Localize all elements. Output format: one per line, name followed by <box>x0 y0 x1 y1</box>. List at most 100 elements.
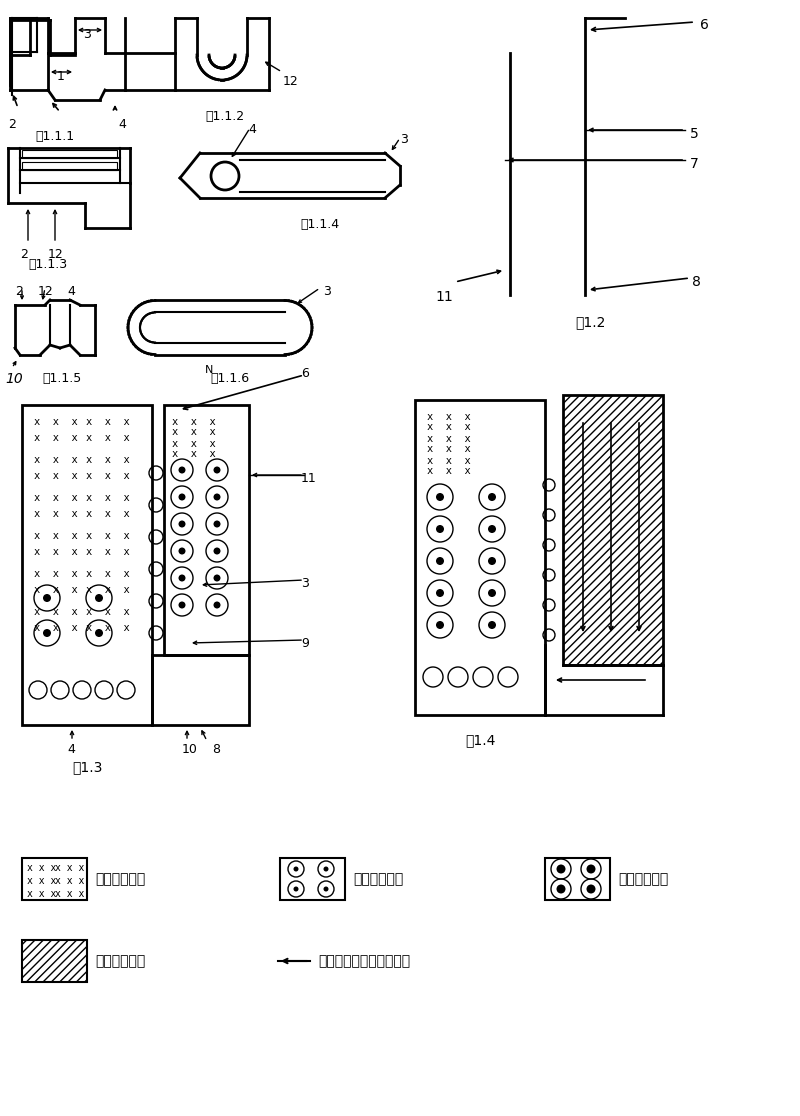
Text: x  x  x: x x x <box>86 455 130 465</box>
Circle shape <box>178 602 186 608</box>
Text: 3: 3 <box>301 577 309 590</box>
Text: x  x  x: x x x <box>34 471 78 481</box>
Circle shape <box>43 629 51 637</box>
Text: x  x  x: x x x <box>86 585 130 595</box>
Circle shape <box>488 620 496 629</box>
Text: x  x  x: x x x <box>34 585 78 595</box>
Circle shape <box>178 520 186 528</box>
Text: x  x  x: x x x <box>427 412 470 422</box>
Circle shape <box>323 886 329 892</box>
Circle shape <box>178 575 186 581</box>
Text: 3: 3 <box>83 28 91 41</box>
Bar <box>152 655 249 725</box>
Circle shape <box>488 589 496 597</box>
Text: x  x  x: x x x <box>172 449 216 459</box>
Text: x  x  x: x x x <box>86 509 130 519</box>
Text: 图1.1.5: 图1.1.5 <box>42 372 82 385</box>
Text: 11: 11 <box>301 472 317 485</box>
Circle shape <box>586 865 595 874</box>
Text: 4: 4 <box>118 118 126 131</box>
Circle shape <box>214 602 221 608</box>
Text: x  x  x: x x x <box>34 607 78 617</box>
Text: 12: 12 <box>283 75 298 88</box>
Circle shape <box>178 548 186 555</box>
Text: x  x  x: x x x <box>34 493 78 503</box>
Text: 2: 2 <box>15 285 23 298</box>
Circle shape <box>214 575 221 581</box>
Text: x  x  x: x x x <box>86 493 130 503</box>
Circle shape <box>294 866 298 872</box>
Circle shape <box>178 466 186 473</box>
Circle shape <box>436 493 444 501</box>
Circle shape <box>586 885 595 894</box>
Text: x  x  x: x x x <box>86 547 130 557</box>
Text: x x x: x x x <box>55 876 84 886</box>
Text: x  x  x: x x x <box>86 433 130 443</box>
Text: x x x: x x x <box>27 863 56 873</box>
Text: x  x  x: x x x <box>34 547 78 557</box>
Circle shape <box>178 493 186 500</box>
Circle shape <box>214 493 221 500</box>
Text: 爆震燃烧产物的运动方向: 爆震燃烧产物的运动方向 <box>318 954 410 968</box>
Circle shape <box>95 594 103 602</box>
Text: 4: 4 <box>67 285 75 298</box>
Text: x  x  x: x x x <box>427 434 470 444</box>
Circle shape <box>214 548 221 555</box>
Text: 3: 3 <box>323 285 331 298</box>
Text: x  x  x: x x x <box>34 569 78 579</box>
Text: 8: 8 <box>212 743 220 756</box>
Bar <box>164 405 249 655</box>
Text: 4: 4 <box>248 123 256 136</box>
Circle shape <box>436 620 444 629</box>
Text: 爆震燃烧产物: 爆震燃烧产物 <box>95 954 146 968</box>
Text: 11: 11 <box>435 290 453 304</box>
Bar <box>22 162 117 170</box>
Text: x  x  x: x x x <box>34 433 78 443</box>
Text: 10: 10 <box>182 743 198 756</box>
Circle shape <box>436 557 444 565</box>
Bar <box>22 405 152 725</box>
Text: x  x  x: x x x <box>86 417 130 427</box>
Text: x  x  x: x x x <box>34 455 78 465</box>
Text: 6: 6 <box>301 367 309 381</box>
Bar <box>415 400 545 715</box>
Text: x  x  x: x x x <box>86 471 130 481</box>
Text: 图1.3: 图1.3 <box>72 760 102 775</box>
Text: x  x  x: x x x <box>86 531 130 541</box>
Text: 12: 12 <box>48 248 64 261</box>
Text: 7: 7 <box>690 157 698 171</box>
Text: 6: 6 <box>700 18 709 32</box>
Circle shape <box>488 493 496 501</box>
Text: x  x  x: x x x <box>34 623 78 633</box>
Bar <box>563 395 663 665</box>
Text: 5: 5 <box>690 127 698 141</box>
Bar <box>545 858 610 899</box>
Text: x  x  x: x x x <box>427 422 470 432</box>
Text: x  x  x: x x x <box>34 531 78 541</box>
Text: x  x  x: x x x <box>34 417 78 427</box>
Circle shape <box>436 525 444 533</box>
Text: x  x  x: x x x <box>427 466 470 477</box>
Text: x  x  x: x x x <box>172 417 216 427</box>
Text: 图1.1.2: 图1.1.2 <box>205 110 244 123</box>
Bar <box>22 150 117 158</box>
Text: 8: 8 <box>692 275 701 289</box>
Text: x  x  x: x x x <box>34 509 78 519</box>
Text: x  x  x: x x x <box>86 623 130 633</box>
Text: 3: 3 <box>400 133 408 146</box>
Bar <box>280 858 345 899</box>
Text: 图1.4: 图1.4 <box>465 733 495 747</box>
Text: x  x  x: x x x <box>427 456 470 466</box>
Text: x x x: x x x <box>27 876 56 886</box>
Text: 2: 2 <box>20 248 28 261</box>
Text: 4: 4 <box>67 743 75 756</box>
Text: x x x: x x x <box>27 889 56 899</box>
Text: x x x: x x x <box>55 889 84 899</box>
Text: 可爆混合气体: 可爆混合气体 <box>618 872 668 886</box>
Circle shape <box>214 466 221 473</box>
Text: 图1.1.1: 图1.1.1 <box>35 129 74 143</box>
Text: 图1.1.4: 图1.1.4 <box>300 218 339 231</box>
Text: x  x  x: x x x <box>172 439 216 449</box>
Circle shape <box>488 525 496 533</box>
Text: 次推进剂气体: 次推进剂气体 <box>353 872 403 886</box>
